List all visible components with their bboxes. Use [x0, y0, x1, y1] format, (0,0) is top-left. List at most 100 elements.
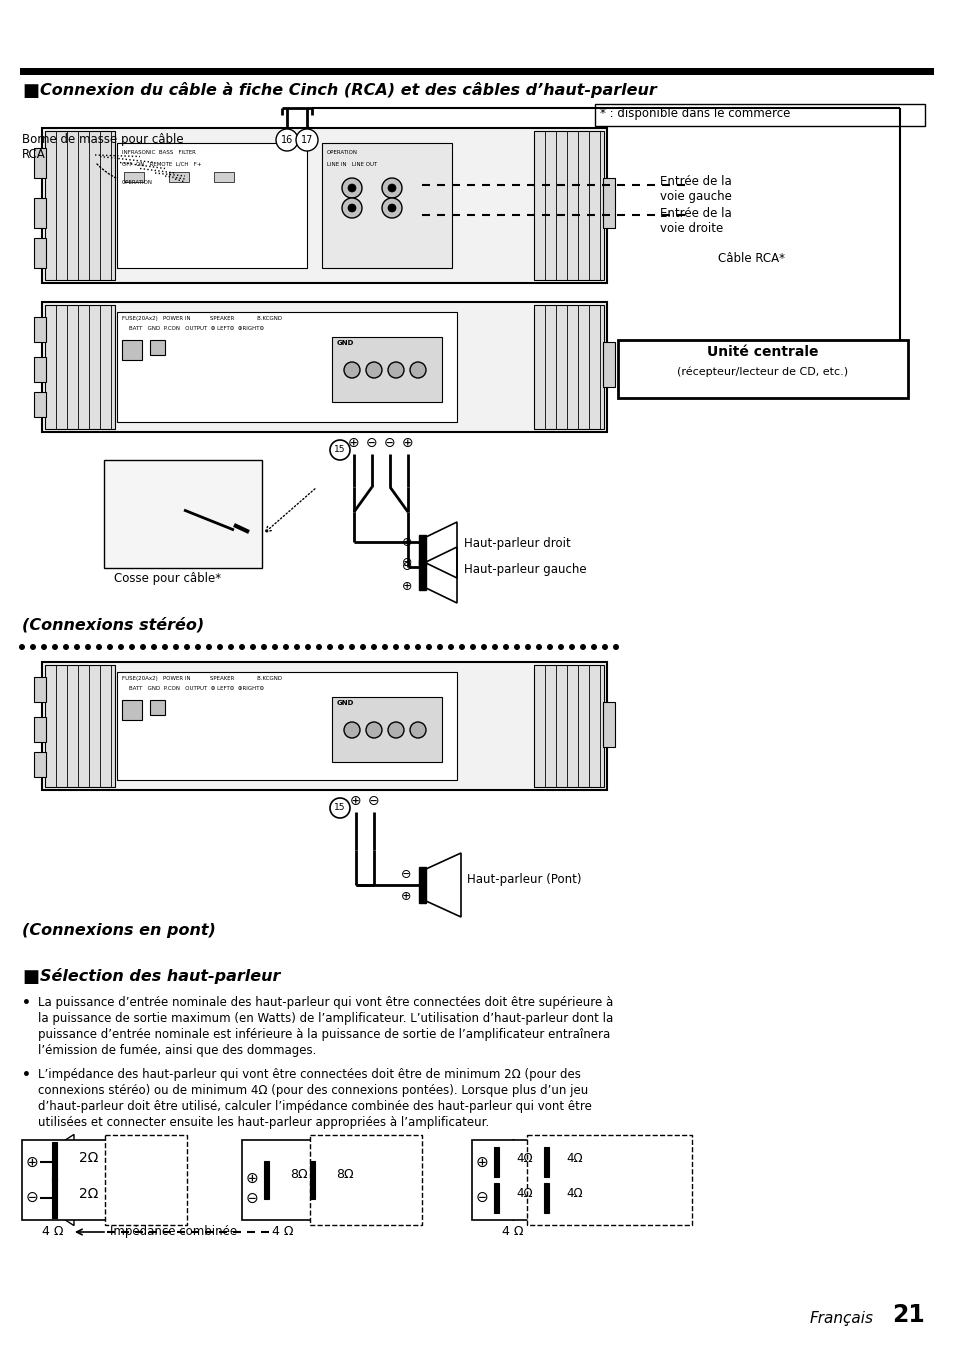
Text: * : disponible dans le commerce: * : disponible dans le commerce — [599, 107, 789, 120]
Text: puissance d’entrée nominale est inférieure à la puissance de sortie de l’amplifi: puissance d’entrée nominale est inférieu… — [38, 1028, 610, 1041]
Bar — [34, 392, 46, 416]
Text: 8Ω: 8Ω — [335, 1168, 354, 1182]
Circle shape — [140, 644, 146, 650]
Bar — [264, 1161, 269, 1199]
Text: la puissance de sortie maximum (en Watts) de l’amplificateur. L’utilisation d’ha: la puissance de sortie maximum (en Watts… — [38, 1013, 613, 1025]
Text: ⊕: ⊕ — [402, 435, 414, 450]
Circle shape — [502, 644, 509, 650]
Bar — [34, 197, 46, 228]
Bar — [34, 357, 46, 383]
Bar — [42, 301, 606, 433]
Circle shape — [524, 644, 531, 650]
Text: Entrée de la
voie droite: Entrée de la voie droite — [659, 207, 731, 235]
Circle shape — [85, 644, 91, 650]
Circle shape — [415, 644, 420, 650]
Circle shape — [239, 644, 245, 650]
Bar — [534, 131, 603, 280]
Text: Français: Français — [809, 1310, 873, 1325]
Bar — [322, 143, 452, 268]
Text: ⊖: ⊖ — [401, 556, 412, 568]
Circle shape — [305, 644, 311, 650]
Text: Sélection des haut-parleur: Sélection des haut-parleur — [40, 968, 280, 984]
Text: 4 Ω: 4 Ω — [42, 1225, 64, 1238]
Bar — [242, 1140, 381, 1220]
Bar — [122, 700, 142, 721]
Bar — [122, 339, 142, 360]
Circle shape — [536, 644, 541, 650]
Bar — [494, 1148, 498, 1178]
Text: Haut-parleur droit: Haut-parleur droit — [463, 538, 570, 550]
Bar — [418, 560, 426, 589]
Text: ⊖: ⊖ — [384, 435, 395, 450]
Circle shape — [341, 178, 361, 197]
Circle shape — [480, 644, 486, 650]
Bar — [534, 306, 603, 429]
Circle shape — [393, 644, 398, 650]
Circle shape — [107, 644, 112, 650]
Text: ⊕: ⊕ — [348, 435, 359, 450]
Bar — [42, 662, 606, 790]
Circle shape — [514, 644, 519, 650]
Text: (récepteur/lecteur de CD, etc.): (récepteur/lecteur de CD, etc.) — [677, 366, 847, 377]
Text: ⊖: ⊖ — [366, 435, 377, 450]
Text: ⊕: ⊕ — [476, 1155, 488, 1169]
Circle shape — [601, 644, 607, 650]
Circle shape — [381, 197, 401, 218]
Circle shape — [162, 644, 168, 650]
Circle shape — [341, 197, 361, 218]
Text: 2Ω: 2Ω — [79, 1187, 98, 1201]
Circle shape — [470, 644, 476, 650]
Text: ⊖: ⊖ — [400, 868, 411, 882]
Circle shape — [579, 644, 585, 650]
Bar — [602, 702, 615, 748]
Circle shape — [388, 722, 403, 738]
Text: La puissance d’entrée nominale des haut-parleur qui vont être connectées doit êt: La puissance d’entrée nominale des haut-… — [38, 996, 613, 1009]
Text: 4Ω: 4Ω — [516, 1187, 532, 1201]
Circle shape — [344, 722, 359, 738]
Bar — [526, 1134, 691, 1225]
Circle shape — [330, 439, 350, 460]
Circle shape — [30, 644, 36, 650]
Circle shape — [348, 184, 355, 192]
Circle shape — [275, 128, 297, 151]
Circle shape — [410, 362, 426, 379]
Text: Impédance combinée: Impédance combinée — [110, 1225, 237, 1237]
Text: 16: 16 — [280, 135, 293, 145]
Text: FUSE(20Ax2)   POWER IN           SPEAKER             B.KCGND: FUSE(20Ax2) POWER IN SPEAKER B.KCGND — [122, 676, 282, 681]
Text: FUSE(20Ax2)   POWER IN           SPEAKER             B.KCGND: FUSE(20Ax2) POWER IN SPEAKER B.KCGND — [122, 316, 282, 320]
Bar — [534, 665, 603, 787]
Circle shape — [426, 644, 432, 650]
Bar — [418, 535, 426, 565]
Text: connexions stéréo) ou de minimum 4Ω (pour des connexions pontées). Lorsque plus : connexions stéréo) ou de minimum 4Ω (pou… — [38, 1084, 588, 1096]
Text: Connexion du câble à fiche Cinch (RCA) et des câbles d’haut-parleur: Connexion du câble à fiche Cinch (RCA) e… — [40, 82, 656, 97]
Circle shape — [295, 128, 317, 151]
Text: GND: GND — [336, 339, 354, 346]
Circle shape — [366, 362, 381, 379]
Text: ⊕: ⊕ — [401, 580, 412, 594]
Circle shape — [315, 644, 322, 650]
Circle shape — [403, 644, 410, 650]
Bar — [34, 238, 46, 268]
Text: utilisées et connecter ensuite les haut-parleur appropriées à l’amplificateur.: utilisées et connecter ensuite les haut-… — [38, 1115, 489, 1129]
Bar — [310, 1161, 314, 1199]
Text: GND: GND — [336, 700, 354, 706]
Text: ■: ■ — [22, 968, 39, 986]
Text: Entrée de la
voie gauche: Entrée de la voie gauche — [659, 174, 731, 203]
Bar — [42, 128, 606, 283]
Circle shape — [52, 644, 58, 650]
Bar — [602, 342, 615, 387]
Text: 17: 17 — [300, 135, 313, 145]
Text: ⊖: ⊖ — [401, 561, 412, 573]
Bar — [45, 131, 115, 280]
Circle shape — [216, 644, 223, 650]
Circle shape — [388, 204, 395, 212]
Text: BATT   GND  P.CON   OUTPUT  ⊕ LEFT⊖  ⊕RIGHT⊖: BATT GND P.CON OUTPUT ⊕ LEFT⊖ ⊕RIGHT⊖ — [122, 326, 264, 331]
Text: ⊕: ⊕ — [26, 1155, 38, 1169]
Text: 4Ω: 4Ω — [516, 1152, 532, 1165]
Text: ■: ■ — [22, 82, 39, 100]
Text: ⊖: ⊖ — [245, 1191, 258, 1206]
Circle shape — [74, 644, 80, 650]
Text: Cosse pour câble*: Cosse pour câble* — [113, 572, 221, 585]
Text: •: • — [22, 996, 30, 1010]
Text: (Connexions en pont): (Connexions en pont) — [22, 923, 215, 938]
